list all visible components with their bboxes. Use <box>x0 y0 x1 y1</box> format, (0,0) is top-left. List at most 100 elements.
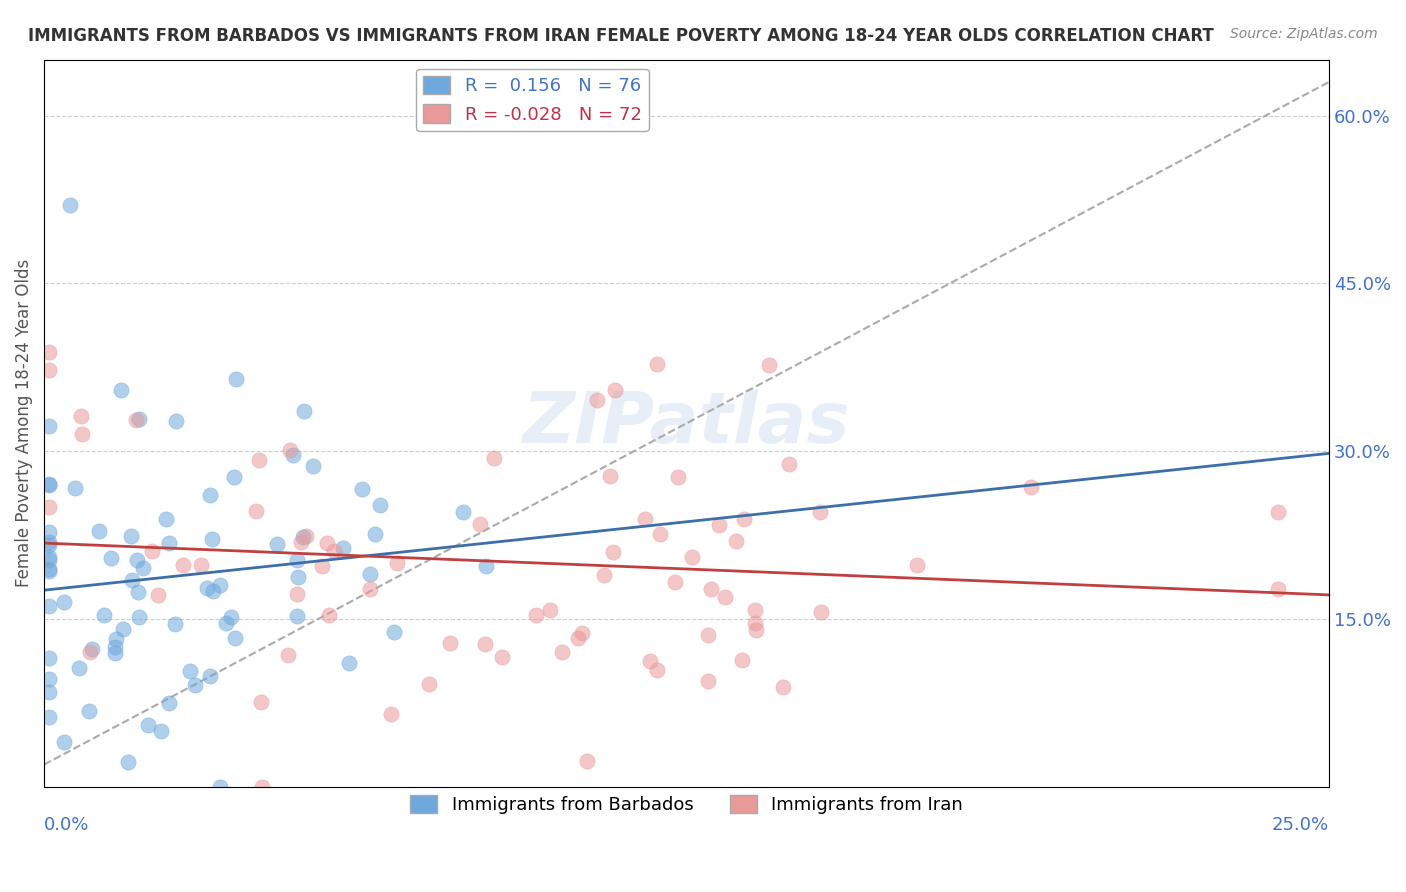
Point <box>745 623 768 637</box>
Point <box>316 536 339 550</box>
Point <box>38 553 60 567</box>
Point <box>285 586 308 600</box>
Point <box>67 661 90 675</box>
Point <box>575 754 598 768</box>
Point <box>245 504 267 518</box>
Point <box>155 511 177 525</box>
Point <box>184 678 207 692</box>
Point <box>157 535 180 549</box>
Point <box>640 654 662 668</box>
Point <box>311 558 333 573</box>
Point <box>332 541 354 555</box>
Point <box>285 609 308 624</box>
Point <box>526 607 548 622</box>
Point <box>249 694 271 708</box>
Point <box>225 372 247 386</box>
Point <box>359 567 381 582</box>
Point <box>744 602 766 616</box>
Text: IMMIGRANTS FROM BARBADOS VS IMMIGRANTS FROM IRAN FEMALE POVERTY AMONG 18-24 YEAR: IMMIGRANTS FROM BARBADOS VS IMMIGRANTS F… <box>28 27 1213 45</box>
Point <box>664 575 686 590</box>
Point <box>141 543 163 558</box>
Point <box>200 487 222 501</box>
Point <box>551 645 574 659</box>
Point <box>136 718 159 732</box>
Point <box>593 568 616 582</box>
Point <box>198 669 221 683</box>
Point <box>120 528 142 542</box>
Point <box>567 631 589 645</box>
Point <box>697 673 720 688</box>
Point <box>121 573 143 587</box>
Point <box>733 512 755 526</box>
Point <box>150 723 173 738</box>
Point <box>38 564 60 578</box>
Point <box>474 637 496 651</box>
Point <box>491 650 513 665</box>
Point <box>295 529 318 543</box>
Point <box>59 198 82 212</box>
Point <box>250 780 273 794</box>
Point <box>287 553 309 567</box>
Point <box>201 533 224 547</box>
Point <box>63 481 86 495</box>
Point <box>79 645 101 659</box>
Point <box>247 453 270 467</box>
Point <box>475 558 498 573</box>
Point <box>359 582 381 597</box>
Point <box>266 536 288 550</box>
Point <box>38 562 60 576</box>
Point <box>744 616 766 631</box>
Point <box>38 672 60 686</box>
Legend: Immigrants from Barbados, Immigrants from Iran: Immigrants from Barbados, Immigrants fro… <box>404 788 970 822</box>
Y-axis label: Female Poverty Among 18-24 Year Olds: Female Poverty Among 18-24 Year Olds <box>15 260 32 588</box>
Point <box>731 653 754 667</box>
Point <box>292 530 315 544</box>
Point <box>439 635 461 649</box>
Point <box>208 780 231 794</box>
Point <box>1267 505 1289 519</box>
Point <box>38 362 60 376</box>
Point <box>38 418 60 433</box>
Point <box>808 505 831 519</box>
Point <box>482 451 505 466</box>
Point <box>810 605 832 619</box>
Point <box>758 358 780 372</box>
Point <box>281 448 304 462</box>
Point <box>224 631 246 645</box>
Point <box>77 704 100 718</box>
Point <box>38 478 60 492</box>
Point <box>104 640 127 655</box>
Point <box>52 595 75 609</box>
Point <box>779 457 801 471</box>
Point <box>647 663 669 677</box>
Point <box>100 551 122 566</box>
Point <box>209 578 232 592</box>
Point <box>128 412 150 426</box>
Point <box>418 676 440 690</box>
Point <box>117 755 139 769</box>
Point <box>38 345 60 359</box>
Point <box>80 642 103 657</box>
Point <box>132 561 155 575</box>
Point <box>468 516 491 531</box>
Point <box>219 609 242 624</box>
Point <box>179 664 201 678</box>
Point <box>38 709 60 723</box>
Point <box>104 632 127 646</box>
Point <box>1019 480 1042 494</box>
Point <box>599 469 621 483</box>
Point <box>163 616 186 631</box>
Point <box>382 624 405 639</box>
Point <box>571 626 593 640</box>
Point <box>111 622 134 636</box>
Point <box>87 524 110 539</box>
Text: ZIPatlas: ZIPatlas <box>523 389 851 458</box>
Point <box>380 707 402 722</box>
Point <box>38 651 60 665</box>
Point <box>110 383 132 397</box>
Point <box>602 544 624 558</box>
Point <box>385 556 408 570</box>
Point <box>124 413 146 427</box>
Point <box>292 403 315 417</box>
Point <box>38 684 60 698</box>
